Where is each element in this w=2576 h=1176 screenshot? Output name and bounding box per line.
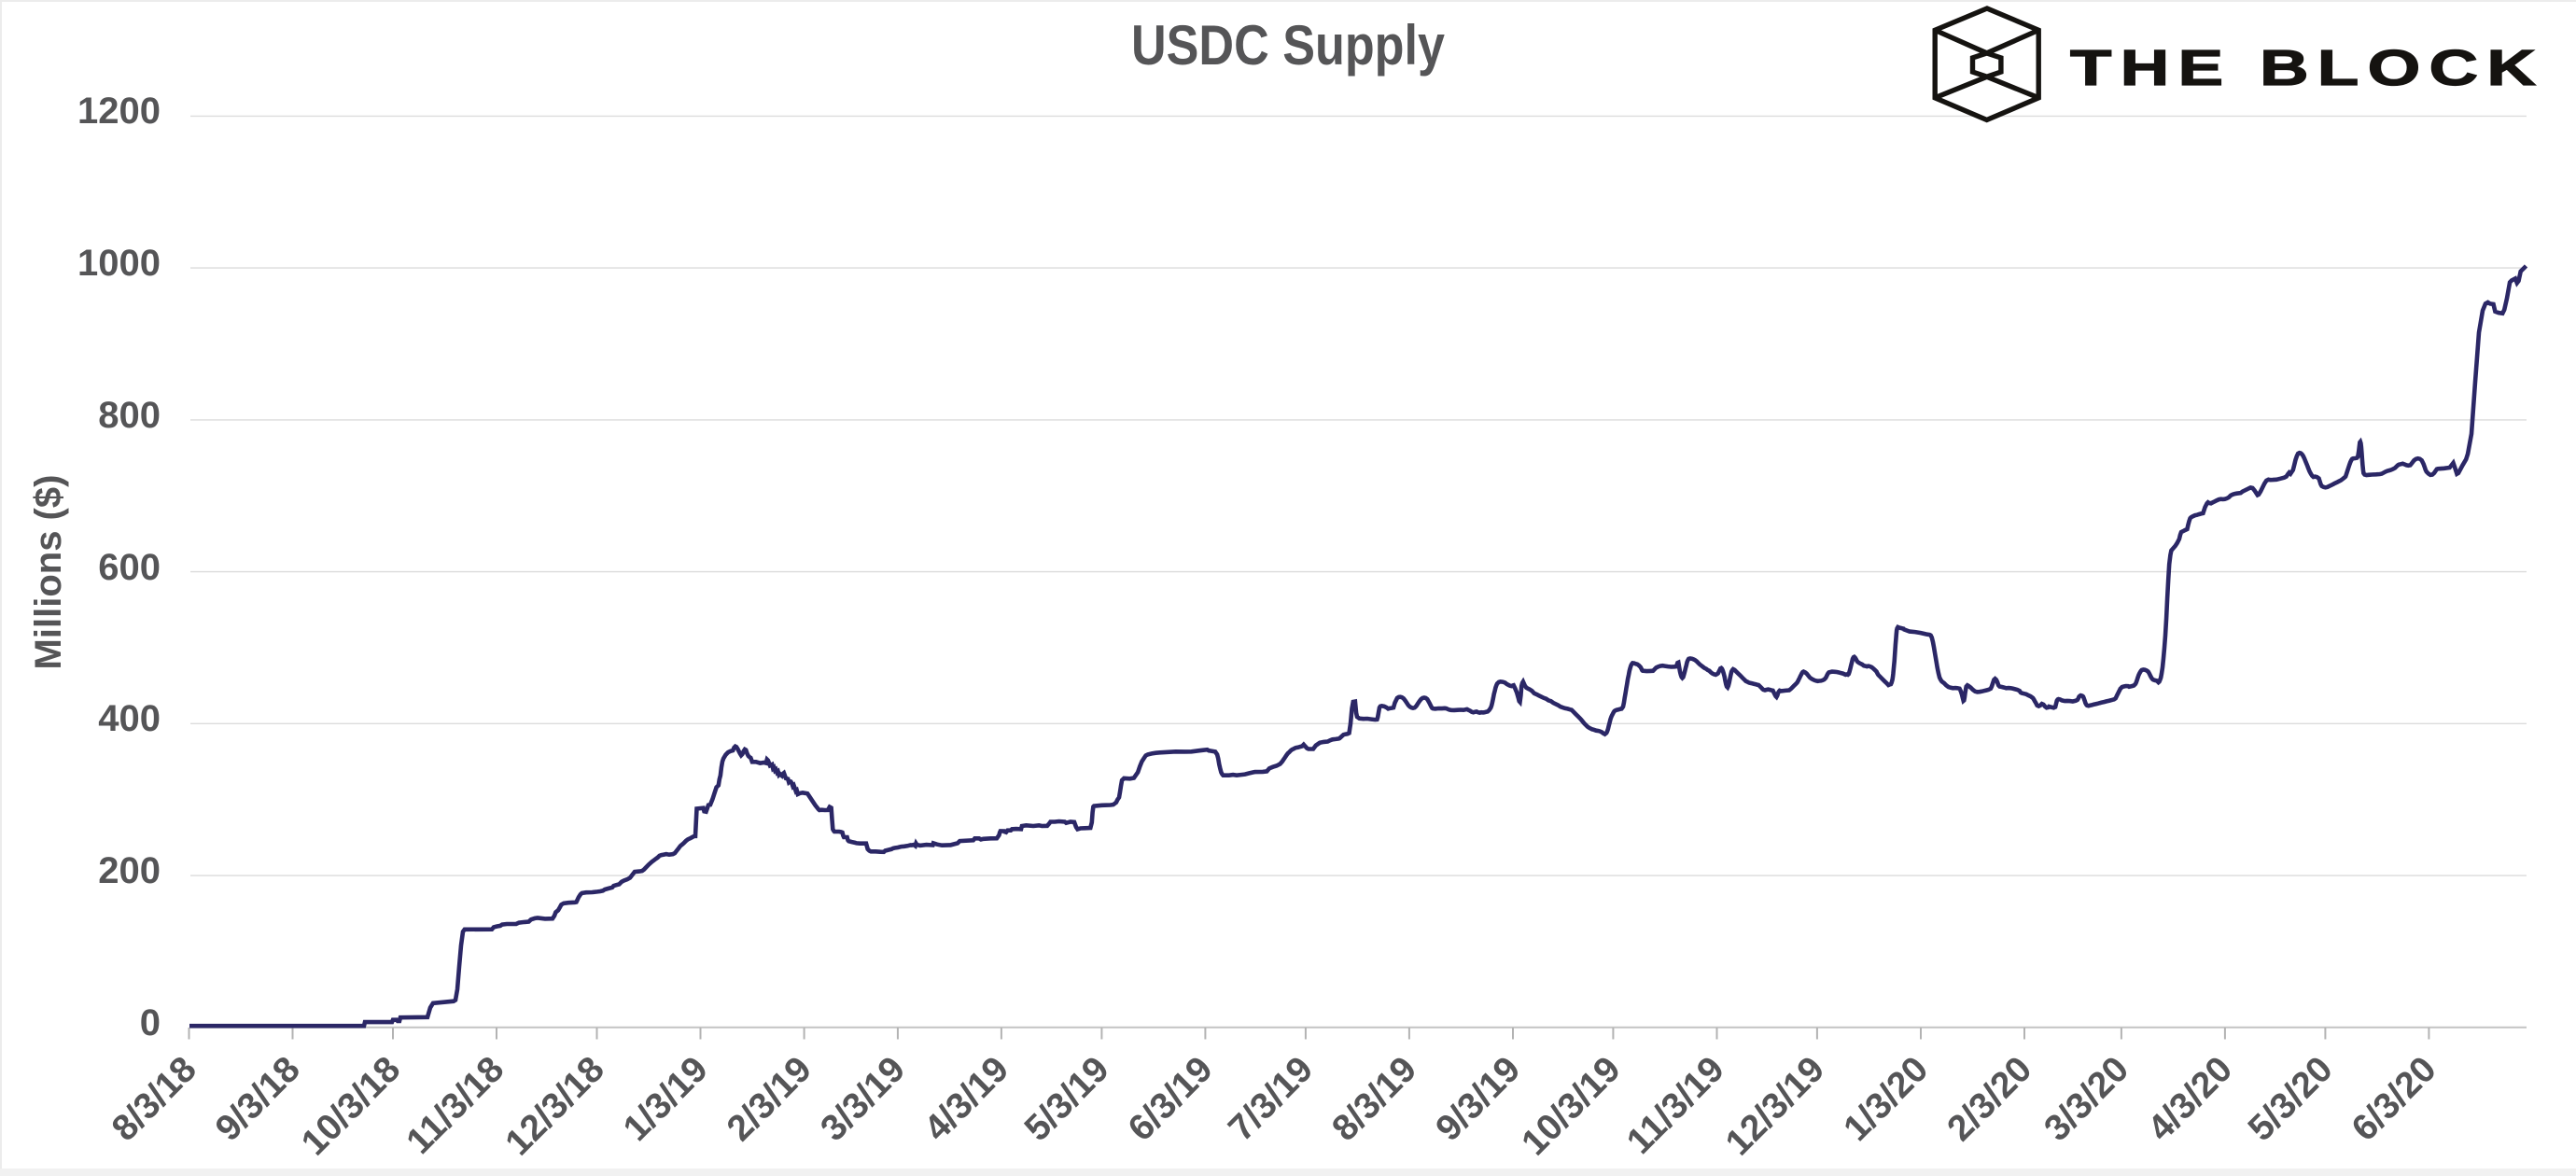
svg-text:800: 800 [98, 395, 161, 436]
svg-text:200: 200 [98, 850, 161, 891]
svg-text:1000: 1000 [77, 243, 161, 284]
svg-text:0: 0 [140, 1002, 161, 1043]
svg-text:THE BLOCK: THE BLOCK [2070, 39, 2544, 96]
svg-text:1200: 1200 [77, 91, 161, 132]
svg-text:400: 400 [98, 698, 161, 739]
svg-text:600: 600 [98, 547, 161, 588]
svg-text:Millions ($): Millions ($) [28, 475, 69, 670]
svg-text:USDC Supply: USDC Supply [1131, 14, 1446, 77]
